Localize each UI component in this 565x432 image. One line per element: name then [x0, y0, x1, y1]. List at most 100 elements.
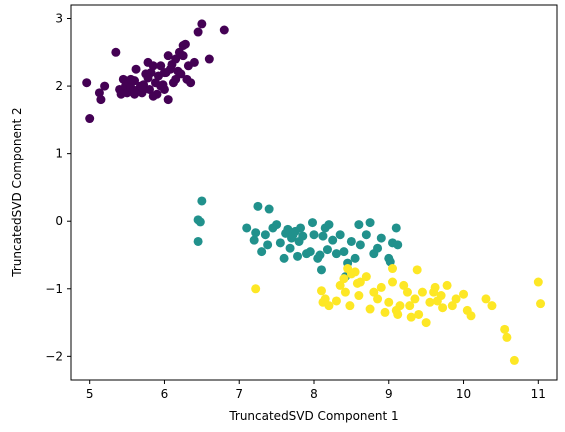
data-point — [171, 54, 181, 64]
data-point — [373, 243, 383, 253]
data-point — [309, 230, 319, 240]
data-point — [365, 218, 375, 228]
data-point — [361, 230, 371, 240]
y-tick-label: 2 — [55, 79, 63, 93]
data-point — [447, 301, 457, 311]
data-point — [316, 265, 326, 275]
x-axis-label: TruncatedSVD Component 1 — [228, 409, 398, 423]
data-point — [148, 91, 158, 101]
data-point — [430, 282, 440, 292]
data-point — [388, 264, 398, 274]
data-point — [405, 301, 415, 311]
data-point — [145, 84, 155, 94]
x-tick-label: 7 — [235, 387, 243, 401]
data-point — [316, 286, 326, 296]
data-point — [131, 64, 141, 74]
data-point — [324, 301, 334, 311]
data-point — [451, 294, 461, 304]
data-point — [369, 287, 379, 297]
y-axis-label: TruncatedSVD Component 2 — [10, 107, 24, 277]
data-point — [414, 309, 424, 319]
data-point — [459, 289, 469, 299]
data-point — [402, 287, 412, 297]
data-point — [533, 277, 543, 287]
data-point — [251, 284, 261, 294]
data-point — [384, 297, 394, 307]
data-point — [355, 277, 365, 287]
data-point — [365, 304, 375, 314]
data-point — [257, 247, 267, 257]
data-point — [417, 287, 427, 297]
data-point — [328, 235, 338, 245]
data-point — [335, 230, 345, 240]
data-point — [315, 250, 325, 260]
data-point — [354, 291, 364, 301]
data-point — [143, 73, 153, 83]
data-point — [399, 280, 409, 290]
data-point — [195, 217, 205, 227]
data-point — [318, 231, 328, 241]
data-point — [421, 318, 431, 328]
data-point — [137, 82, 147, 92]
data-point — [466, 311, 476, 321]
data-point — [393, 240, 403, 250]
data-point — [354, 220, 364, 230]
data-point — [322, 245, 332, 255]
data-point — [355, 240, 365, 250]
data-point — [509, 355, 519, 365]
x-tick-label: 5 — [86, 387, 94, 401]
y-tick-label: 0 — [55, 214, 63, 228]
x-tick-label: 9 — [385, 387, 393, 401]
data-point — [487, 301, 497, 311]
data-point — [163, 95, 173, 105]
data-point — [380, 307, 390, 317]
data-point — [335, 280, 345, 290]
data-point — [156, 61, 166, 71]
data-point — [219, 25, 229, 35]
data-point — [159, 68, 169, 78]
data-point — [373, 294, 383, 304]
y-tick-label: 1 — [55, 147, 63, 161]
data-point — [156, 81, 166, 91]
data-point — [308, 218, 317, 228]
data-point — [178, 51, 188, 61]
data-point — [82, 78, 92, 88]
data-point — [253, 201, 263, 211]
data-point — [536, 299, 546, 309]
data-point — [305, 247, 315, 257]
x-tick-label: 11 — [531, 387, 546, 401]
data-point — [345, 301, 355, 311]
data-point — [94, 88, 104, 98]
data-point — [500, 324, 510, 334]
data-point — [436, 291, 446, 301]
data-point — [350, 267, 360, 277]
data-point — [481, 294, 491, 304]
data-point — [324, 220, 334, 230]
data-point — [242, 223, 252, 233]
data-point — [263, 240, 273, 250]
data-point — [376, 282, 386, 292]
data-point — [406, 312, 416, 322]
data-point — [298, 231, 308, 241]
data-point — [391, 223, 401, 233]
data-point — [186, 78, 196, 88]
data-point — [438, 303, 448, 313]
data-point — [178, 41, 188, 51]
data-point — [442, 280, 452, 290]
data-point — [264, 204, 274, 214]
data-point — [126, 74, 136, 84]
y-tick-label: −2 — [45, 349, 63, 363]
data-point — [346, 236, 356, 246]
data-point — [197, 196, 207, 206]
y-axis-ticks: −2 −1 0 1 2 3 — [45, 12, 71, 363]
data-point — [331, 296, 341, 306]
x-tick-label: 6 — [161, 387, 169, 401]
data-point — [320, 294, 330, 304]
data-point — [395, 301, 405, 311]
data-point — [296, 223, 306, 233]
x-tick-label: 10 — [456, 387, 471, 401]
data-point — [85, 114, 95, 124]
data-point — [148, 61, 158, 71]
data-point — [425, 297, 435, 307]
